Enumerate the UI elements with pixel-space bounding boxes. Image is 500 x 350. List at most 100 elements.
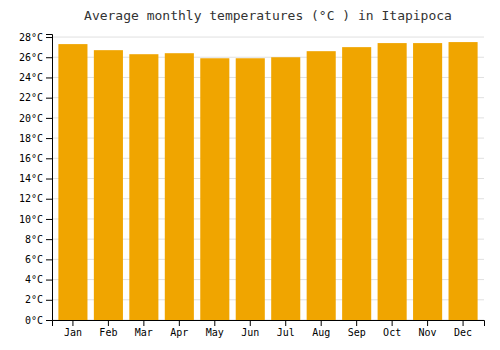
tick-label: Dec (454, 327, 472, 338)
axis-line (53, 321, 485, 327)
tick-label: 12°C (19, 193, 43, 204)
tick-mark (46, 158, 52, 159)
tick-mark (46, 199, 52, 200)
tick-label: 4°C (25, 274, 43, 285)
tick-label: Feb (99, 327, 117, 338)
tick-label: 8°C (25, 234, 43, 245)
tick: 8°C (25, 234, 52, 245)
bar (94, 50, 123, 320)
x-axis: Jan Feb Mar Apr May Jun Jul Aug Sep Oct Nov Dec (53, 320, 485, 338)
tick-label: Sep (348, 327, 366, 338)
tick: 16°C (19, 153, 52, 164)
tick-mark (321, 320, 322, 326)
tick-label: Jan (64, 327, 82, 338)
tick-mark (46, 320, 52, 321)
tick-label: 6°C (25, 254, 43, 265)
tick: 14°C (19, 173, 52, 184)
tick-label: 14°C (19, 173, 43, 184)
tick-mark (179, 320, 180, 326)
tick-label: 16°C (19, 153, 43, 164)
tick-mark (46, 138, 52, 139)
tick-mark (250, 320, 251, 326)
title: Average monthly temperatures (°C ) in It… (84, 8, 452, 23)
tick: Mar (135, 320, 153, 338)
bar (129, 54, 158, 320)
tick-label: Apr (170, 327, 188, 338)
tick-mark (463, 320, 464, 326)
tick-label: Mar (135, 327, 153, 338)
tick: Dec (454, 320, 472, 338)
tick: May (206, 320, 224, 338)
tick-mark (108, 320, 109, 326)
tick-label: 28°C (19, 32, 43, 43)
tick: 0°C (25, 315, 52, 326)
tick: 28°C (19, 32, 52, 43)
tick-label: Jun (241, 327, 259, 338)
tick-label: 0°C (25, 315, 43, 326)
tick-mark (143, 320, 144, 326)
grid-line (52, 37, 484, 38)
tick-mark (72, 320, 73, 326)
axis-line (46, 35, 53, 321)
tick: Jun (241, 320, 259, 338)
bar (58, 44, 87, 320)
bar (165, 53, 194, 320)
bar (413, 43, 442, 320)
tick: Oct (383, 320, 401, 338)
tick: 6°C (25, 254, 52, 265)
tick-mark (214, 320, 215, 326)
tick-label: 26°C (19, 52, 43, 63)
tick: 10°C (19, 214, 52, 225)
tick: Feb (99, 320, 117, 338)
grid (52, 37, 484, 320)
tick-label: May (206, 327, 224, 338)
tick-mark (46, 239, 52, 240)
tick: 12°C (19, 193, 52, 204)
tick-label: 24°C (19, 72, 43, 83)
tick-label: 2°C (25, 294, 43, 305)
tick-mark (46, 77, 52, 78)
tick: Aug (312, 320, 330, 338)
tick-mark (46, 300, 52, 301)
bar (449, 42, 478, 320)
tick: 18°C (19, 133, 52, 144)
tick-mark (46, 179, 52, 180)
chart: 0°C 2°C 4°C 6°C 8°C 10°C 12°C 14°C 16°C 18°C 20°C 2… (0, 0, 500, 350)
tick: Jul (277, 320, 295, 338)
tick-mark (46, 118, 52, 119)
bar (378, 43, 407, 320)
tick: Jan (64, 320, 82, 338)
tick: 24°C (19, 72, 52, 83)
tick-label: Aug (312, 327, 330, 338)
tick-label: 10°C (19, 214, 43, 225)
tick-label: Jul (277, 327, 295, 338)
tick-mark (427, 320, 428, 326)
tick: 26°C (19, 52, 52, 63)
bar (236, 58, 265, 320)
tick-mark (46, 219, 52, 220)
tick-mark (392, 320, 393, 326)
tick-label: 18°C (19, 133, 43, 144)
tick: 22°C (19, 92, 52, 103)
tick: 4°C (25, 274, 52, 285)
tick-mark (356, 320, 357, 326)
tick: 20°C (19, 113, 52, 124)
bar (342, 47, 371, 320)
tick-label: 22°C (19, 92, 43, 103)
tick-mark (285, 320, 286, 326)
bars (58, 42, 477, 320)
tick-mark (46, 57, 52, 58)
tick-mark (46, 280, 52, 281)
y-axis: 0°C 2°C 4°C 6°C 8°C 10°C 12°C 14°C 16°C 18°C 20°C 2… (19, 32, 53, 326)
tick-mark (46, 37, 52, 38)
plot: 0°C 2°C 4°C 6°C 8°C 10°C 12°C 14°C 16°C 18°C 20°C 2… (19, 32, 485, 338)
bar (307, 51, 336, 320)
tick: 2°C (25, 294, 52, 305)
tick: Sep (348, 320, 366, 338)
bar (271, 57, 300, 320)
tick: Nov (419, 320, 437, 338)
tick-mark (46, 98, 52, 99)
tick-mark (46, 259, 52, 260)
tick-label: Oct (383, 327, 401, 338)
tick-label: Nov (419, 327, 437, 338)
